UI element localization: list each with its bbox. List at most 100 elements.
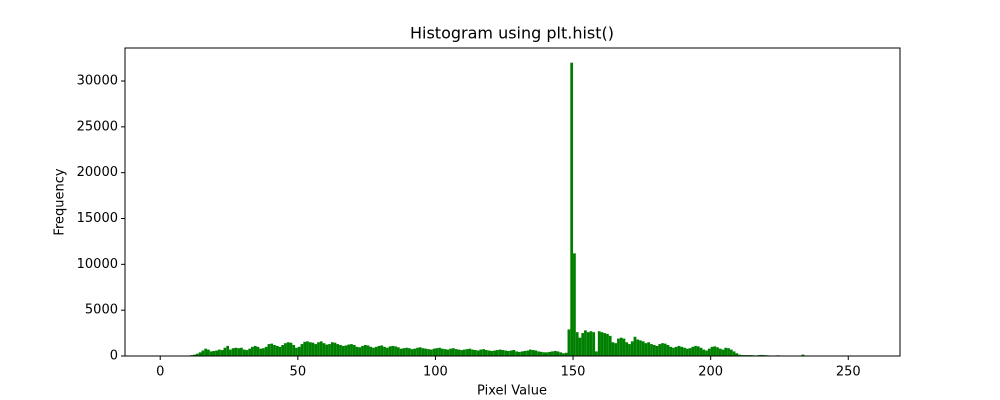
bar bbox=[366, 345, 370, 356]
bar bbox=[292, 345, 296, 356]
bar bbox=[479, 349, 483, 356]
bar bbox=[361, 345, 364, 356]
bar bbox=[567, 329, 571, 356]
y-axis-label: Frequency bbox=[53, 168, 68, 235]
bar bbox=[718, 348, 722, 356]
bar bbox=[220, 350, 224, 356]
bar bbox=[468, 348, 472, 356]
bar bbox=[256, 346, 260, 356]
bar bbox=[529, 349, 532, 356]
bar bbox=[586, 332, 590, 356]
bar bbox=[253, 345, 257, 356]
bar bbox=[201, 350, 205, 356]
bar bbox=[647, 342, 651, 356]
bar bbox=[652, 345, 656, 356]
bar bbox=[801, 354, 805, 356]
bar bbox=[212, 350, 216, 356]
bar bbox=[702, 349, 706, 356]
bar bbox=[600, 332, 604, 356]
bar bbox=[275, 345, 279, 356]
bar bbox=[622, 338, 626, 356]
bar bbox=[531, 350, 535, 356]
bar bbox=[721, 349, 725, 356]
bar bbox=[421, 348, 425, 356]
bar bbox=[663, 343, 667, 356]
bar bbox=[655, 345, 659, 356]
bar bbox=[416, 347, 419, 356]
bar bbox=[658, 344, 662, 356]
bar bbox=[603, 333, 607, 356]
bar bbox=[344, 345, 348, 356]
bar bbox=[204, 348, 208, 356]
bar bbox=[680, 346, 684, 356]
bar bbox=[407, 348, 411, 356]
bar bbox=[267, 344, 271, 356]
y-tick-label: 15000 bbox=[77, 211, 118, 226]
bar bbox=[606, 334, 609, 356]
bar bbox=[355, 346, 359, 356]
bar bbox=[727, 348, 730, 356]
bar bbox=[358, 347, 362, 356]
bar bbox=[454, 349, 458, 356]
bar bbox=[207, 349, 210, 356]
bar bbox=[625, 342, 629, 356]
bar bbox=[284, 343, 287, 356]
bar bbox=[333, 342, 337, 356]
bar bbox=[677, 345, 681, 356]
bar bbox=[223, 347, 227, 356]
bar bbox=[707, 348, 711, 356]
x-tick-label: 150 bbox=[561, 365, 586, 380]
bar bbox=[581, 333, 585, 356]
bar bbox=[300, 344, 304, 356]
bar bbox=[526, 350, 530, 356]
bar bbox=[198, 352, 202, 356]
y-tick-label: 5000 bbox=[85, 303, 118, 318]
bar bbox=[570, 62, 574, 357]
bar bbox=[405, 347, 408, 356]
bar bbox=[273, 345, 276, 356]
bar bbox=[760, 354, 763, 356]
bar bbox=[457, 349, 461, 356]
bar bbox=[446, 349, 450, 356]
x-tick-label: 100 bbox=[423, 365, 448, 380]
plot-frame bbox=[124, 47, 901, 357]
bar bbox=[396, 347, 400, 356]
bar bbox=[688, 348, 692, 356]
bar bbox=[691, 346, 695, 356]
bar bbox=[575, 332, 579, 356]
bar bbox=[729, 349, 733, 356]
bar bbox=[314, 344, 318, 356]
bar bbox=[534, 350, 538, 356]
bar bbox=[611, 342, 615, 356]
bar bbox=[520, 351, 524, 356]
bar bbox=[388, 346, 392, 356]
bar bbox=[493, 350, 496, 356]
bar bbox=[512, 350, 516, 356]
bar bbox=[435, 348, 439, 356]
bar bbox=[518, 351, 521, 356]
bar bbox=[515, 351, 519, 356]
bar bbox=[322, 343, 326, 356]
bar bbox=[559, 352, 563, 356]
bar bbox=[509, 350, 513, 356]
bar bbox=[462, 349, 466, 356]
bar bbox=[394, 346, 397, 356]
bar bbox=[548, 351, 552, 356]
bar bbox=[465, 349, 469, 356]
bar bbox=[193, 354, 197, 356]
bar bbox=[545, 352, 549, 356]
bar bbox=[440, 348, 444, 356]
chart-title: Histogram using plt.hist() bbox=[410, 24, 614, 43]
bar bbox=[619, 337, 623, 356]
bar bbox=[504, 350, 507, 356]
bar bbox=[336, 344, 340, 356]
y-tick-label: 20000 bbox=[77, 165, 118, 180]
bar bbox=[325, 344, 329, 356]
bar bbox=[732, 351, 736, 356]
bar bbox=[716, 347, 719, 356]
bar bbox=[352, 345, 356, 356]
bar bbox=[710, 346, 714, 356]
bar bbox=[270, 343, 274, 356]
bar bbox=[449, 348, 452, 356]
bar bbox=[229, 349, 232, 356]
